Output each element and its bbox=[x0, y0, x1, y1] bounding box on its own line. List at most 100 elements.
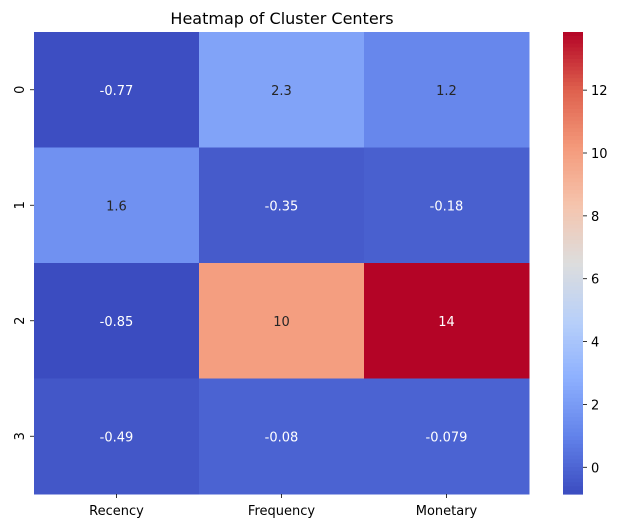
colorbar-segment bbox=[563, 313, 583, 318]
colorbar-segment bbox=[563, 109, 583, 114]
colorbar-tick-label: 12 bbox=[591, 84, 608, 99]
colorbar-segment bbox=[563, 151, 583, 156]
colorbar-segment bbox=[563, 355, 583, 360]
colorbar-segment bbox=[563, 263, 583, 268]
colorbar-segment bbox=[563, 397, 583, 403]
colorbar-segment bbox=[563, 309, 583, 314]
colorbar-segment bbox=[563, 340, 583, 345]
colorbar-segment bbox=[563, 443, 583, 449]
colorbar-segment bbox=[563, 259, 583, 264]
colorbar-segment bbox=[563, 224, 583, 229]
colorbar-tick-label: 10 bbox=[591, 147, 608, 162]
heatmap-cell bbox=[34, 263, 200, 379]
colorbar-segment bbox=[563, 374, 583, 380]
colorbar-segment bbox=[563, 428, 583, 433]
colorbar-segment bbox=[563, 193, 583, 199]
heatmap-cell bbox=[364, 378, 530, 495]
colorbar-segment bbox=[563, 197, 583, 202]
colorbar-tick-label: 4 bbox=[591, 336, 599, 351]
colorbar-segment bbox=[563, 382, 583, 387]
colorbar-segment bbox=[563, 366, 583, 372]
colorbar-segment bbox=[563, 320, 583, 326]
chart-title: Heatmap of Cluster Centers bbox=[170, 9, 393, 28]
colorbar-segment bbox=[563, 74, 583, 79]
colorbar-segment bbox=[563, 201, 583, 206]
colorbar-segment bbox=[563, 351, 583, 356]
colorbar-segment bbox=[563, 405, 583, 410]
colorbar-segment bbox=[563, 378, 583, 383]
heatmap-cell bbox=[199, 263, 365, 379]
colorbar-segment bbox=[563, 189, 583, 195]
colorbar-segment bbox=[563, 474, 583, 480]
colorbar-segment bbox=[563, 239, 583, 245]
heatmap-cell bbox=[34, 147, 200, 264]
colorbar-segment bbox=[563, 139, 583, 145]
y-tick-label: 3 bbox=[13, 432, 28, 440]
colorbar-segment bbox=[563, 132, 583, 137]
colorbar-segment bbox=[563, 324, 583, 330]
cell-value-label: 2.3 bbox=[271, 84, 292, 99]
colorbar-segment bbox=[563, 332, 583, 337]
colorbar-segment bbox=[563, 93, 583, 99]
colorbar-segment bbox=[563, 186, 583, 191]
colorbar-segment bbox=[563, 85, 583, 91]
cell-value-label: 14 bbox=[438, 315, 455, 330]
colorbar-segment bbox=[563, 124, 583, 129]
colorbar-segment bbox=[563, 236, 583, 241]
y-axis: 0 1 2 3 bbox=[13, 86, 34, 440]
heatmap-cell bbox=[199, 147, 365, 264]
colorbar-segment bbox=[563, 459, 583, 464]
heatmap-cell bbox=[364, 147, 530, 264]
cell-value-label: -0.35 bbox=[265, 199, 299, 214]
colorbar-segment bbox=[563, 359, 583, 364]
colorbar-segment bbox=[563, 266, 583, 272]
colorbar-segment bbox=[563, 47, 583, 52]
colorbar-segment bbox=[563, 413, 583, 418]
colorbar-segment bbox=[563, 143, 583, 149]
colorbar-segment bbox=[563, 467, 583, 472]
colorbar-segment bbox=[563, 390, 583, 395]
colorbar-segment bbox=[563, 205, 583, 210]
colorbar-tick-label: 8 bbox=[591, 210, 599, 225]
colorbar-segment bbox=[563, 363, 583, 368]
colorbar-segment bbox=[563, 293, 583, 299]
cell-value-label: -0.08 bbox=[265, 430, 299, 445]
colorbar-segment bbox=[563, 316, 583, 322]
colorbar-segment bbox=[563, 212, 583, 218]
colorbar-tick-label: 6 bbox=[591, 273, 599, 288]
heatmap-cell bbox=[199, 378, 365, 495]
colorbar-segment bbox=[563, 336, 583, 341]
colorbar-segment bbox=[563, 209, 583, 214]
cell-labels: -0.77 2.3 1.2 1.6 -0.35 -0.18 -0.85 10 14 -0.49 -0… bbox=[100, 84, 468, 446]
heatmap-cell bbox=[199, 32, 365, 148]
colorbar-segment bbox=[563, 436, 583, 441]
colorbar-segment bbox=[563, 101, 583, 106]
colorbar-segment bbox=[563, 432, 583, 437]
colorbar-segment bbox=[563, 278, 583, 283]
cell-value-label: -0.85 bbox=[100, 315, 134, 330]
heatmap-cell bbox=[34, 32, 200, 148]
colorbar-segment bbox=[563, 424, 583, 430]
colorbar-segment bbox=[563, 247, 583, 253]
colorbar-segment bbox=[563, 174, 583, 179]
colorbar-segment bbox=[563, 270, 583, 276]
colorbar-segment bbox=[563, 463, 583, 468]
colorbar-segment bbox=[563, 66, 583, 72]
cell-value-label: -0.77 bbox=[100, 84, 134, 99]
colorbar-segment bbox=[563, 55, 583, 60]
heatmap-cell bbox=[364, 263, 530, 379]
colorbar-segment bbox=[563, 162, 583, 168]
x-tick-label: Recency bbox=[89, 504, 144, 519]
x-tick-label: Monetary bbox=[416, 504, 478, 519]
colorbar-segment bbox=[563, 470, 583, 476]
colorbar-segment bbox=[563, 182, 583, 187]
colorbar-segment bbox=[563, 343, 583, 349]
colorbar-segment bbox=[563, 274, 583, 279]
y-tick-label: 1 bbox=[13, 201, 28, 209]
colorbar-segment bbox=[563, 417, 583, 422]
cell-value-label: 10 bbox=[273, 315, 290, 330]
colorbar-segment bbox=[563, 116, 583, 122]
colorbar-segment bbox=[563, 478, 583, 484]
colorbar-segment bbox=[563, 170, 583, 176]
